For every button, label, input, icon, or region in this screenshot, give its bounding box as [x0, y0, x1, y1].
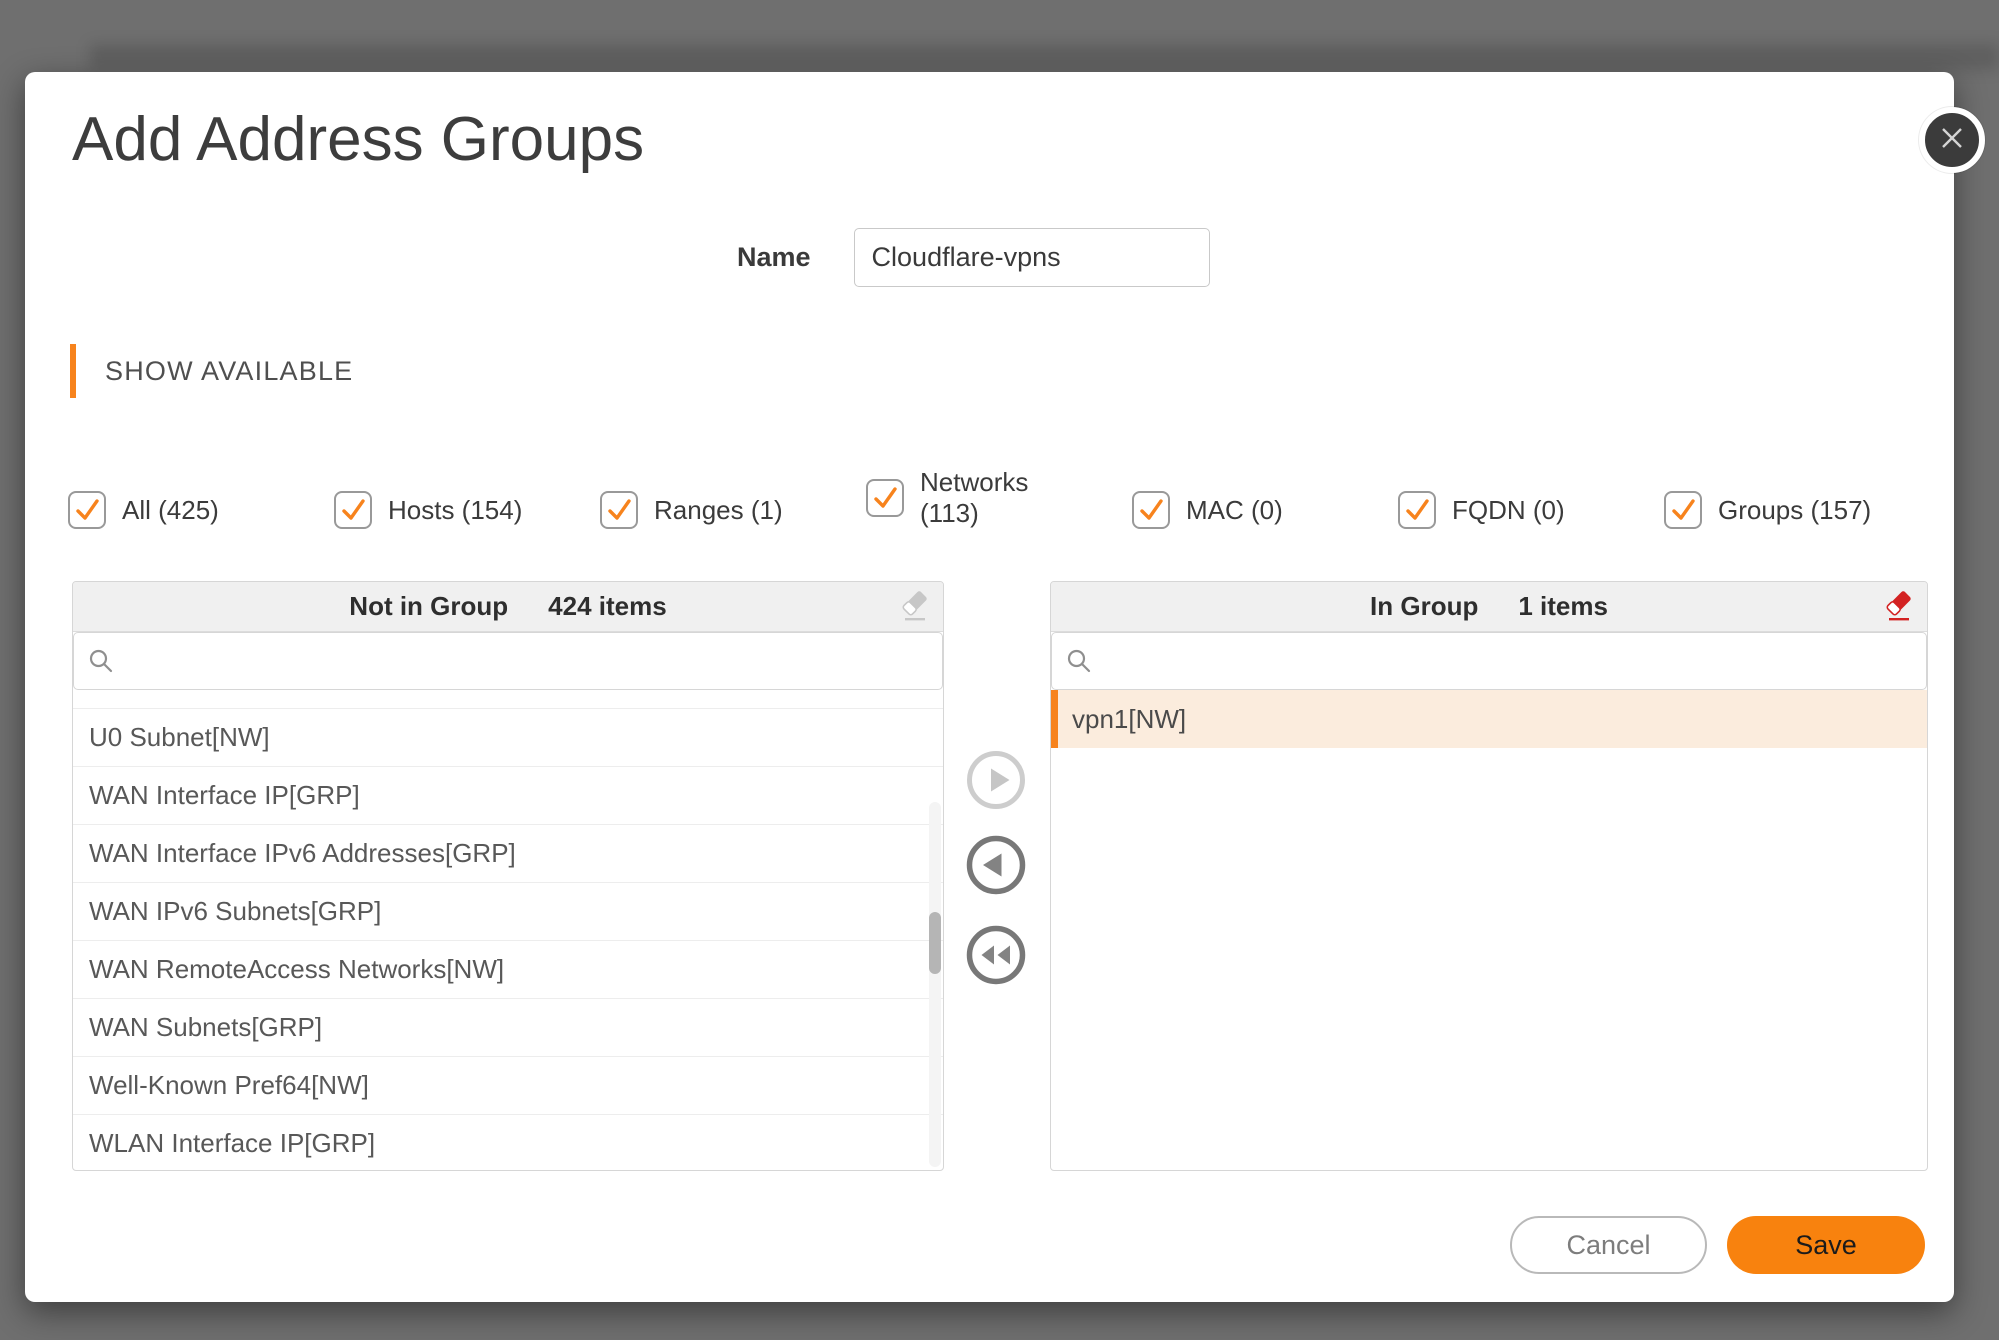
- panel-item-count: 424 items: [548, 591, 667, 621]
- filter-label: All (425): [122, 494, 219, 525]
- check-icon: [1672, 499, 1695, 520]
- panel-title: Not in Group: [349, 591, 509, 621]
- dialog-actions: Cancel Save: [1510, 1216, 1925, 1274]
- type-filter-row: All (425) Hosts (154) Ranges (1) Network…: [68, 467, 1871, 529]
- list-item[interactable]: WAN Interface IPv6 Addresses[GRP]: [73, 824, 943, 882]
- filter-label-line2: (113): [920, 498, 979, 528]
- checkbox-checked[interactable]: [1132, 491, 1170, 529]
- add-address-groups-dialog: Add Address Groups Name SHOW AVAILABLE A…: [25, 72, 1985, 1302]
- arrow-right-icon: [967, 751, 1025, 809]
- in-group-panel: In Group 1 items vpn1[NW]: [1050, 581, 1928, 1171]
- filter-label: MAC (0): [1186, 494, 1283, 525]
- filter-label: Hosts (154): [388, 494, 523, 525]
- filter-label: Groups (157): [1718, 494, 1872, 525]
- filter-label: Ranges (1): [654, 494, 783, 525]
- move-right-button[interactable]: [965, 749, 1027, 811]
- filter-label: Networks: [920, 467, 1029, 497]
- cancel-button[interactable]: Cancel: [1510, 1216, 1707, 1274]
- list-item[interactable]: U0 Subnet[NW]: [73, 708, 943, 766]
- close-icon: [1932, 118, 1972, 163]
- search-input[interactable]: [1104, 644, 1912, 678]
- filter-label: FQDN (0): [1452, 494, 1565, 525]
- filter-fqdn[interactable]: FQDN (0): [1398, 491, 1664, 529]
- checkbox-checked[interactable]: [866, 479, 904, 517]
- filter-networks[interactable]: Networks (113): [866, 467, 1132, 529]
- list-item[interactable]: WLAN Interface IP[GRP]: [73, 1114, 943, 1171]
- list-item[interactable]: WAN Subnets[GRP]: [73, 998, 943, 1056]
- check-icon: [342, 499, 365, 520]
- list-item[interactable]: WAN Interface IP[GRP]: [73, 766, 943, 824]
- panel-item-count: 1 items: [1518, 591, 1608, 621]
- list-item-selected[interactable]: vpn1[NW]: [1051, 690, 1927, 748]
- filter-mac[interactable]: MAC (0): [1132, 491, 1398, 529]
- in-group-search[interactable]: [1051, 632, 1927, 690]
- scrollbar-thumb[interactable]: [929, 912, 941, 974]
- checkbox-checked[interactable]: [1664, 491, 1702, 529]
- search-icon: [89, 649, 113, 673]
- check-icon: [608, 499, 631, 520]
- page-title: Add Address Groups: [72, 105, 645, 174]
- filter-groups[interactable]: Groups (157): [1664, 491, 1871, 529]
- clear-selection-button[interactable]: [899, 590, 931, 624]
- show-available-section: SHOW AVAILABLE: [70, 344, 353, 398]
- section-header-label: SHOW AVAILABLE: [105, 355, 354, 386]
- not-in-group-panel: Not in Group 424 items U0 Subne: [72, 581, 944, 1171]
- name-field-row: Name: [737, 228, 1210, 287]
- clear-group-button[interactable]: [1883, 590, 1915, 624]
- list-item[interactable]: WAN IPv6 Subnets[GRP]: [73, 882, 943, 940]
- list-item[interactable]: Well-Known Pref64[NW]: [73, 1056, 943, 1114]
- section-accent-bar: [70, 344, 76, 398]
- arrow-left-icon: [966, 835, 1026, 895]
- filter-hosts[interactable]: Hosts (154): [334, 491, 600, 529]
- not-in-group-list: U0 Subnet[NW] WAN Interface IP[GRP] WAN …: [73, 690, 943, 1171]
- in-group-header: In Group 1 items: [1051, 582, 1927, 632]
- list-item[interactable]: WAN RemoteAccess Networks[NW]: [73, 940, 943, 998]
- checkbox-checked[interactable]: [334, 491, 372, 529]
- name-input[interactable]: [853, 228, 1210, 287]
- checkbox-checked[interactable]: [68, 491, 106, 529]
- not-in-group-header: Not in Group 424 items: [73, 582, 943, 632]
- eraser-icon-red: [1886, 590, 1911, 620]
- checkbox-checked[interactable]: [1398, 491, 1436, 529]
- move-all-left-button[interactable]: [965, 924, 1027, 986]
- name-label: Name: [737, 242, 811, 272]
- checkbox-checked[interactable]: [600, 491, 638, 529]
- scrollbar-track: [929, 802, 941, 1167]
- search-input[interactable]: [126, 644, 928, 678]
- panel-title: In Group: [1370, 591, 1479, 621]
- eraser-icon: [902, 590, 927, 620]
- filter-all[interactable]: All (425): [68, 491, 334, 529]
- dimmed-background-content: [90, 44, 1999, 70]
- close-button[interactable]: [1919, 107, 1985, 173]
- not-in-group-search[interactable]: [73, 632, 943, 690]
- list-scroll-gap: [73, 690, 943, 708]
- check-icon: [76, 499, 99, 520]
- move-left-button[interactable]: [965, 834, 1027, 896]
- double-arrow-left-icon: [966, 925, 1026, 985]
- in-group-list: vpn1[NW]: [1051, 690, 1927, 1171]
- check-icon: [1406, 499, 1429, 520]
- search-icon: [1067, 649, 1091, 673]
- save-button[interactable]: Save: [1727, 1216, 1925, 1274]
- check-icon: [874, 487, 897, 508]
- check-icon: [1140, 499, 1163, 520]
- filter-ranges[interactable]: Ranges (1): [600, 491, 866, 529]
